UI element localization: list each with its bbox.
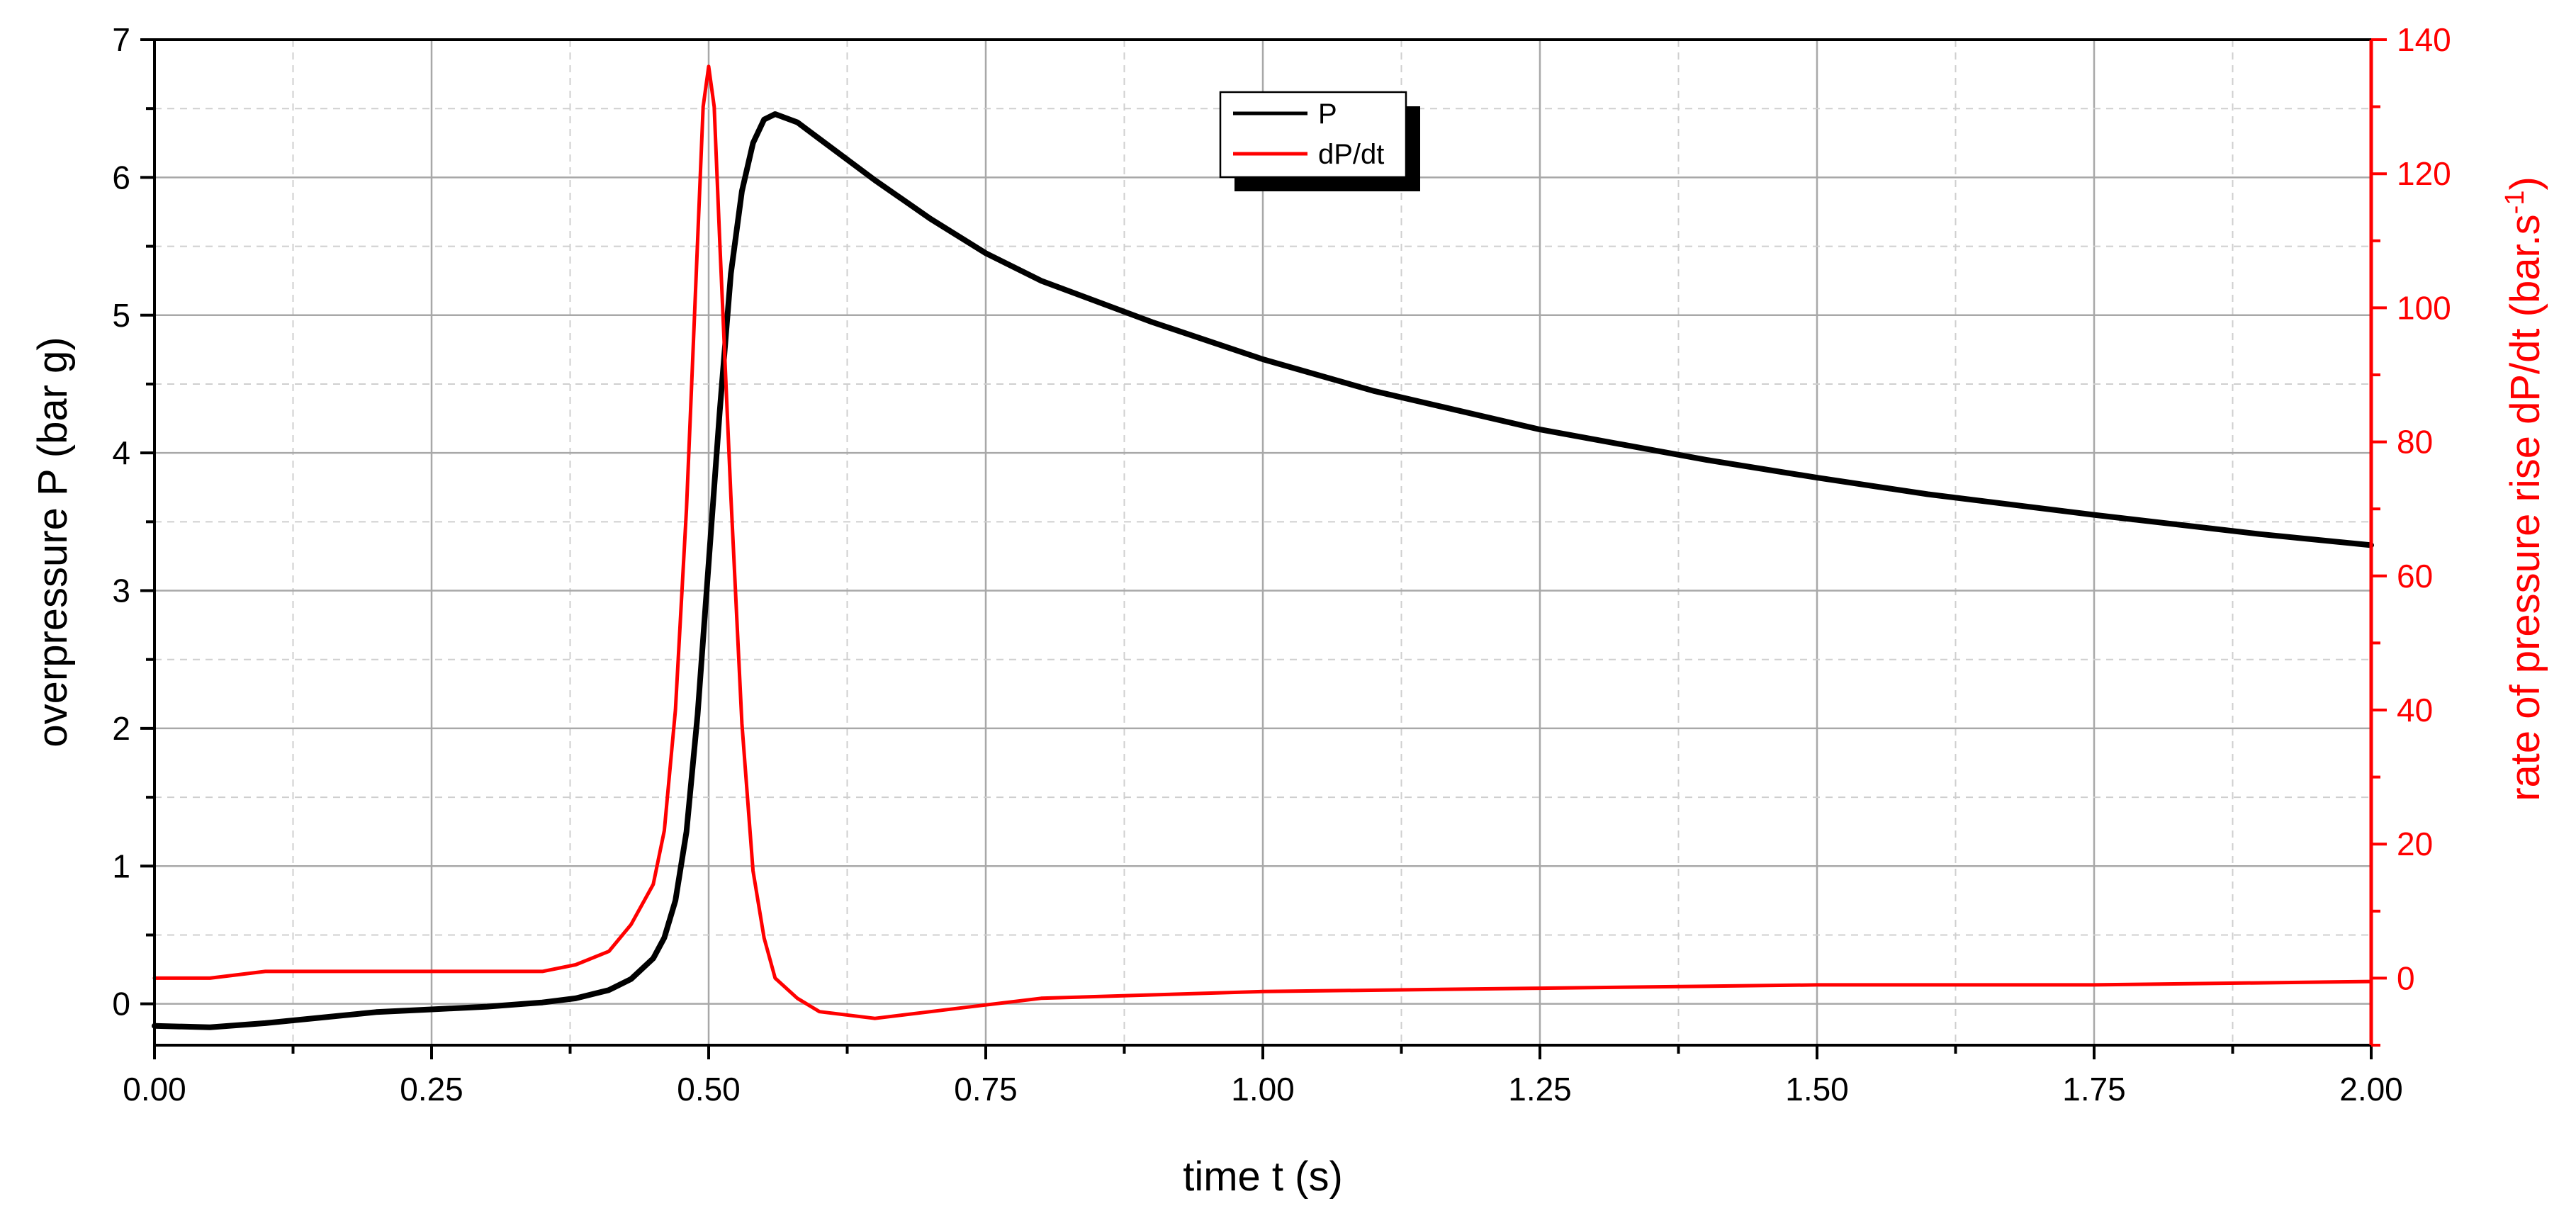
x-tick-label: 1.75 — [2062, 1071, 2126, 1108]
y2-tick-label: 140 — [2397, 21, 2451, 58]
grid — [154, 40, 2371, 1045]
y-tick-label: 0 — [112, 986, 130, 1023]
x-tick-label: 0.50 — [677, 1071, 741, 1108]
axis-ticks: 0.00 0.25 0.50 0.75 1.00 1.25 1.50 1.75 2.00 0 1 2 3… — [112, 21, 2451, 1108]
x-tick-label: 1.50 — [1785, 1071, 1849, 1108]
y-tick-label: 2 — [112, 710, 130, 747]
y2-tick-label: 60 — [2397, 558, 2433, 595]
x-tick-label: 2.00 — [2339, 1071, 2403, 1108]
y2-tick-label: 0 — [2397, 959, 2415, 996]
legend-label-dpdt: dP/dt — [1318, 139, 1384, 170]
y2-axis-title-superscript: -1 — [2500, 191, 2530, 215]
x-axis-title: time t (s) — [1183, 1154, 1343, 1200]
y-tick-label: 1 — [112, 847, 130, 884]
x-tick-label: 0.75 — [954, 1071, 1018, 1108]
y2-tick-label: 120 — [2397, 155, 2451, 192]
legend-label-p: P — [1318, 98, 1337, 130]
legend-box — [1219, 91, 1407, 179]
x-tick-label: 0.25 — [400, 1071, 463, 1108]
series-line-dpdt — [152, 64, 2373, 1020]
y-tick-label: 7 — [112, 21, 130, 58]
y2-axis-title-main: rate of pressure rise dP/dt (bar.s — [2502, 214, 2548, 801]
y-tick-label: 5 — [112, 297, 130, 334]
y2-axis-title-end: ) — [2502, 176, 2548, 190]
x-tick-label: 0.00 — [123, 1071, 186, 1108]
y2-tick-label: 100 — [2397, 289, 2451, 326]
y2-tick-label: 20 — [2397, 826, 2433, 862]
x-tick-label: 1.00 — [1231, 1071, 1295, 1108]
x-tick-label: 1.25 — [1508, 1071, 1572, 1108]
y-tick-label: 3 — [112, 573, 130, 609]
y2-axis-title: rate of pressure rise dP/dt (bar.s-1) — [2500, 176, 2548, 801]
y-tick-label: 6 — [112, 159, 130, 196]
legend: P dP/dt — [1219, 91, 1420, 191]
y-axis-title: overpressure P (bar g) — [30, 337, 76, 747]
y2-tick-label: 40 — [2397, 692, 2433, 728]
y-tick-label: 4 — [112, 434, 130, 471]
series-lines — [152, 64, 2374, 1030]
series-line-p — [152, 111, 2374, 1030]
y2-tick-label: 80 — [2397, 424, 2433, 461]
